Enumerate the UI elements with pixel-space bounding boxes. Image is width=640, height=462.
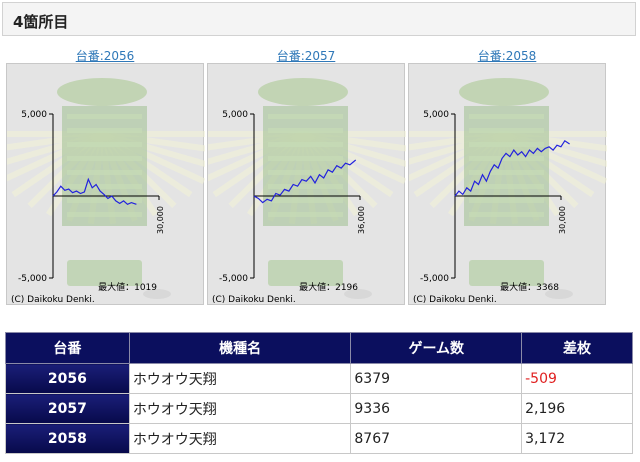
series-line (52, 177, 137, 206)
games-cell: 9336 (350, 393, 523, 424)
games-cell: 8767 (350, 423, 523, 454)
y-tick-label: -5,000 (420, 274, 449, 284)
max-value-label: 最大値：2196 (299, 281, 358, 293)
table-header-row: 台番 機種名 ゲーム数 差枚 (5, 332, 633, 364)
slump-graph-svg: 5,000 -5,000 30,000 最大値：3368(C) Daikoku Den… (409, 78, 607, 305)
background-art (409, 78, 607, 299)
slump-graph: 5,000 -5,000 36,000 最大値：2196 (C) Daikoku Den… (207, 63, 406, 305)
y-tick-label: -5,000 (219, 274, 248, 284)
series-line (253, 159, 357, 204)
x-tick-label: 30,000 (156, 206, 165, 234)
diff-cell: 3,172 (521, 423, 633, 454)
unit-data-table: 台番 機種名 ゲーム数 差枚 2056 ホウオウ天翔 6379 -509 205… (5, 332, 633, 454)
chart-unit-link[interactable]: 台番:2057 (276, 49, 336, 63)
max-value-label: 最大値：1019 (98, 281, 157, 293)
background-art (7, 78, 205, 299)
unit-number-cell: 2056 (5, 363, 130, 394)
section-title: 4箇所目 (13, 13, 69, 31)
copyright-label: (C) Daikoku Denki. (212, 295, 296, 305)
chart-card-2056: 台番:2056 5,000 -5,000 30,000 最大値：1019 (C) Dai… (6, 47, 205, 305)
y-tick-label: 5,000 (222, 110, 248, 120)
slump-graph-svg: 5,000 -5,000 36,000 最大値：2196(C) Daikoku Den… (208, 78, 406, 305)
table-row: 2058 ホウオウ天翔 8767 3,172 (5, 423, 633, 454)
slump-graph: 5,000 -5,000 30,000 最大値：3368 (C) Daikoku Den… (408, 63, 607, 305)
diff-cell: -509 (521, 363, 633, 394)
header-diff: 差枚 (521, 332, 633, 364)
chart-card-2058: 台番:2058 5,000 -5,000 30,000 最大値：3368 (C) Dai… (408, 47, 607, 305)
chart-unit-link[interactable]: 台番:2058 (477, 49, 537, 63)
y-tick-label: 5,000 (21, 110, 47, 120)
y-tick-label: 5,000 (423, 110, 449, 120)
slump-graph: 5,000 -5,000 30,000 最大値：1019 (C) Daikoku Den… (6, 63, 205, 305)
table-row: 2056 ホウオウ天翔 6379 -509 (5, 363, 633, 394)
x-tick-label: 30,000 (558, 206, 567, 234)
chart-card-2057: 台番:2057 5,000 -5,000 36,000 最大値：2196 (C) Dai… (207, 47, 406, 305)
slump-graph-svg: 5,000 -5,000 30,000 最大値：1019(C) Daikoku Den… (7, 78, 205, 305)
games-cell: 6379 (350, 363, 523, 394)
chart-unit-link[interactable]: 台番:2056 (75, 49, 135, 63)
copyright-label: (C) Daikoku Denki. (11, 295, 95, 305)
x-tick-label: 36,000 (357, 206, 366, 234)
y-tick-label: -5,000 (18, 274, 47, 284)
machine-name-cell: ホウオウ天翔 (128, 423, 352, 454)
header-machine: 機種名 (128, 332, 352, 364)
unit-number-cell: 2057 (5, 393, 130, 424)
max-value-label: 最大値：3368 (500, 281, 559, 293)
header-unit: 台番 (5, 332, 130, 364)
section-header: 4箇所目 (2, 2, 636, 36)
header-games: ゲーム数 (350, 332, 523, 364)
machine-name-cell: ホウオウ天翔 (128, 393, 352, 424)
table-row: 2057 ホウオウ天翔 9336 2,196 (5, 393, 633, 424)
machine-name-cell: ホウオウ天翔 (128, 363, 352, 394)
diff-cell: 2,196 (521, 393, 633, 424)
series-line (454, 139, 570, 197)
unit-number-cell: 2058 (5, 423, 130, 454)
copyright-label: (C) Daikoku Denki. (413, 295, 497, 305)
